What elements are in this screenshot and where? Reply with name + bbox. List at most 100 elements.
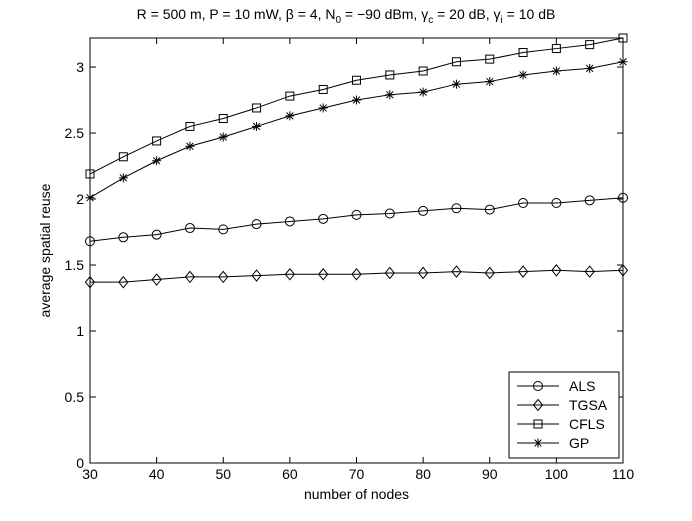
star-stroke — [619, 58, 627, 66]
x-tick-label: 100 — [545, 466, 569, 482]
data-point-als — [251, 219, 262, 230]
data-point-gp — [551, 66, 561, 76]
x-tick-label: 110 — [612, 466, 635, 482]
legend-box — [508, 371, 620, 459]
star-stroke — [452, 80, 461, 88]
legend-item-gp: GP — [517, 435, 589, 451]
legend-marker-gp — [533, 438, 543, 448]
data-point-tgsa — [284, 267, 296, 281]
star-stroke — [319, 104, 327, 112]
data-point-cfls — [352, 75, 361, 85]
star-stroke — [552, 67, 561, 75]
legend-item-tgsa: TGSA — [517, 397, 608, 413]
x-tick-label: 80 — [415, 466, 431, 482]
data-point-tgsa — [151, 273, 162, 286]
data-point-cfls — [485, 54, 495, 64]
data-point-als — [351, 209, 362, 220]
data-point-tgsa — [351, 267, 362, 281]
legend-item-als: ALS — [517, 378, 595, 394]
data-point-tgsa — [84, 275, 96, 289]
data-point-cfls — [152, 136, 162, 146]
data-point-gp — [218, 132, 228, 142]
chart-title: R = 500 m, P = 10 mW, β = 4, N0 = −90 dB… — [136, 6, 556, 26]
star-stroke — [419, 88, 427, 96]
data-point-als — [218, 224, 229, 235]
star-stroke — [352, 96, 361, 104]
y-tick-label: 1.5 — [65, 257, 85, 273]
star-stroke — [519, 71, 527, 79]
data-point-cfls — [451, 57, 461, 67]
data-point-tgsa — [318, 267, 329, 281]
x-tick-label: 40 — [149, 466, 165, 482]
data-point-als — [618, 192, 628, 203]
data-point-gp — [285, 111, 295, 121]
legend-label-gp: GP — [569, 435, 589, 451]
star-stroke — [534, 439, 542, 447]
series-tgsa — [84, 264, 629, 289]
data-point-tgsa — [551, 264, 562, 277]
data-point-cfls — [252, 103, 262, 113]
data-point-tgsa — [218, 270, 229, 284]
data-point-tgsa — [484, 266, 495, 280]
data-point-als — [151, 229, 162, 240]
data-point-cfls — [218, 114, 228, 124]
data-point-cfls — [618, 33, 628, 43]
data-point-als — [284, 216, 295, 227]
data-point-tgsa — [184, 270, 196, 284]
data-point-tgsa — [251, 269, 262, 282]
x-tick-label: 50 — [215, 466, 231, 482]
legend-item-cfls: CFLS — [517, 416, 605, 432]
data-point-als — [451, 203, 462, 214]
star-stroke — [386, 91, 394, 99]
data-point-cfls — [585, 40, 595, 50]
data-point-cfls — [85, 169, 95, 179]
data-point-gp — [585, 63, 595, 73]
data-point-als — [418, 205, 429, 216]
x-tick-label: 90 — [482, 466, 498, 482]
star-stroke — [486, 77, 494, 86]
star-stroke — [286, 112, 294, 120]
legend-marker-cfls — [533, 419, 543, 429]
legend-marker-als — [533, 381, 543, 391]
data-point-als — [85, 236, 95, 247]
data-point-tgsa — [617, 264, 629, 277]
y-tick-label: 2 — [76, 191, 84, 207]
series-line-cfls — [89, 37, 624, 175]
data-point-gp — [385, 90, 395, 100]
data-point-gp — [451, 79, 461, 89]
y-tick-label: 2.5 — [65, 125, 85, 141]
data-point-cfls — [318, 84, 328, 94]
star-stroke — [86, 193, 94, 202]
legend-label-tgsa: TGSA — [569, 397, 608, 413]
data-point-cfls — [285, 91, 295, 101]
series-line-tgsa — [90, 269, 624, 283]
data-point-tgsa — [451, 265, 462, 278]
data-point-cfls — [185, 121, 195, 131]
data-point-als — [184, 223, 195, 234]
data-point-tgsa — [584, 265, 595, 278]
data-point-als — [584, 195, 595, 206]
data-point-gp — [485, 77, 495, 87]
y-tick-label: 0 — [76, 455, 84, 471]
data-point-als — [318, 213, 329, 224]
x-tick-label: 70 — [349, 466, 365, 482]
star-stroke — [252, 122, 261, 131]
series-als — [85, 192, 628, 247]
star-stroke — [186, 142, 194, 150]
y-tick-label: 1 — [76, 323, 84, 339]
data-point-gp — [152, 156, 162, 166]
data-point-gp — [418, 87, 428, 97]
data-point-gp — [318, 103, 328, 113]
series-cfls — [85, 33, 628, 179]
data-point-gp — [252, 121, 262, 131]
y-tick-label: 0.5 — [65, 389, 85, 405]
star-stroke — [219, 133, 227, 141]
y-axis-label: average spatial reuse — [37, 183, 53, 317]
data-point-cfls — [385, 70, 395, 80]
star-stroke — [119, 174, 128, 182]
x-tick-label: 60 — [282, 466, 298, 482]
series-line-gp — [89, 61, 624, 199]
data-point-als — [118, 232, 129, 243]
data-point-tgsa — [417, 266, 429, 280]
